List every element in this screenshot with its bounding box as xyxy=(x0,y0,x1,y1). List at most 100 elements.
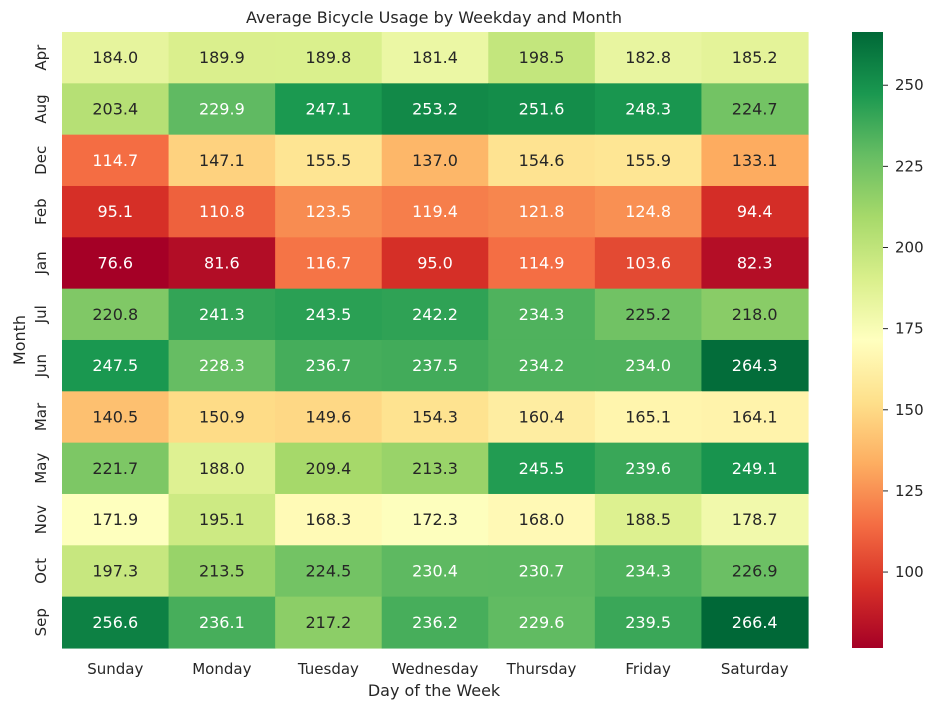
heatmap-cell xyxy=(62,596,170,649)
heatmap-cell xyxy=(381,134,489,187)
cell-value-label: 103.6 xyxy=(625,253,671,272)
cell-value-label: 203.4 xyxy=(92,100,138,119)
x-tick-label: Saturday xyxy=(721,660,789,678)
heatmap-cell xyxy=(168,493,276,546)
heatmap-cell xyxy=(62,545,170,598)
cell-value-label: 94.4 xyxy=(737,202,773,221)
heatmap-cell xyxy=(701,339,809,392)
y-axis-ticks: Apr Aug Dec Feb Jan Jul Jun Mar May Nov Oct Sep xyxy=(32,44,50,637)
y-axis-label: Month xyxy=(10,315,29,365)
cell-value-label: 160.4 xyxy=(519,407,565,426)
cell-value-label: 243.5 xyxy=(306,305,352,324)
heatmap-cell xyxy=(594,32,703,84)
heatmap-cell xyxy=(168,32,276,84)
cell-value-label: 221.7 xyxy=(92,459,138,478)
cell-value-label: 188.0 xyxy=(199,459,245,478)
cell-value-label: 230.4 xyxy=(412,561,458,580)
cell-value-label: 133.1 xyxy=(732,151,778,170)
heatmap-cell xyxy=(594,339,703,392)
cell-value-label: 234.3 xyxy=(519,305,565,324)
cell-value-label: 218.0 xyxy=(732,305,778,324)
colorbar-tick-label: 100 xyxy=(895,563,924,581)
cell-value-label: 253.2 xyxy=(412,100,458,119)
cell-value-label: 185.2 xyxy=(732,48,778,67)
heatmap-cell xyxy=(275,442,383,495)
heatmap-cell xyxy=(594,288,703,341)
cell-value-label: 249.1 xyxy=(732,459,778,478)
cell-value-label: 154.3 xyxy=(412,407,458,426)
heatmap-cell xyxy=(62,391,170,444)
cell-value-label: 234.0 xyxy=(625,356,671,375)
cell-value-label: 123.5 xyxy=(306,202,352,221)
cell-value-label: 154.6 xyxy=(519,151,565,170)
heatmap-cell xyxy=(381,596,489,649)
y-tick-label: Jan xyxy=(32,251,50,275)
heatmap-cell xyxy=(381,32,489,84)
y-tick-label: May xyxy=(32,453,50,484)
heatmap-cell xyxy=(594,134,703,187)
cell-value-label: 155.5 xyxy=(306,151,352,170)
heatmap-cell xyxy=(275,596,383,649)
heatmap-cell xyxy=(381,237,489,290)
y-tick-label: Dec xyxy=(32,146,50,175)
heatmap-cell xyxy=(168,442,276,495)
cell-value-label: 239.5 xyxy=(625,613,671,632)
heatmap-cell xyxy=(488,185,596,238)
heatmap-cell xyxy=(275,493,383,546)
y-tick-label: Apr xyxy=(32,44,50,71)
heatmap-cell xyxy=(62,32,170,84)
heatmap-cell xyxy=(381,545,489,598)
heatmap-cell xyxy=(701,442,809,495)
heatmap-cell xyxy=(701,83,809,136)
heatmap-cell xyxy=(488,237,596,290)
cell-value-label: 228.3 xyxy=(199,356,245,375)
heatmap-cell xyxy=(488,545,596,598)
y-tick-label: Jun xyxy=(32,354,50,378)
y-tick-label: Oct xyxy=(32,558,50,584)
heatmap-cell xyxy=(701,391,809,444)
heatmap-cell xyxy=(594,493,703,546)
heatmap-cell xyxy=(62,339,170,392)
heatmap-cell xyxy=(488,32,596,84)
cell-value-label: 95.0 xyxy=(417,253,453,272)
cell-value-label: 137.0 xyxy=(412,151,458,170)
cell-value-label: 76.6 xyxy=(97,253,133,272)
y-tick-label: Sep xyxy=(32,608,50,636)
cell-value-label: 147.1 xyxy=(199,151,245,170)
y-tick-label: Aug xyxy=(32,94,50,123)
cell-value-label: 236.2 xyxy=(412,613,458,632)
y-tick-label: Jul xyxy=(32,305,50,324)
cell-value-label: 234.3 xyxy=(625,561,671,580)
heatmap-cell xyxy=(62,237,170,290)
heatmap-cell xyxy=(275,288,383,341)
cell-value-label: 247.1 xyxy=(306,100,352,119)
cell-value-label: 116.7 xyxy=(306,253,352,272)
x-tick-label: Tuesday xyxy=(297,660,359,678)
heatmap-cell xyxy=(488,596,596,649)
cell-value-label: 82.3 xyxy=(737,253,773,272)
cell-value-label: 242.2 xyxy=(412,305,458,324)
colorbar xyxy=(852,32,883,648)
cell-value-label: 256.6 xyxy=(92,613,138,632)
heatmap-cell xyxy=(62,83,170,136)
heatmap-cell xyxy=(168,237,276,290)
x-axis-label: Day of the Week xyxy=(368,681,501,700)
x-axis-ticks: Sunday Monday Tuesday Wednesday Thursday Frid… xyxy=(87,660,788,678)
cell-value-label: 165.1 xyxy=(625,407,671,426)
heatmap-cell xyxy=(275,391,383,444)
cell-value-label: 251.6 xyxy=(519,100,565,119)
cell-value-label: 241.3 xyxy=(199,305,245,324)
heatmap-cell xyxy=(62,288,170,341)
heatmap-cell xyxy=(594,442,703,495)
heatmap-cell xyxy=(488,134,596,187)
cell-value-label: 189.8 xyxy=(306,48,352,67)
colorbar-tick-label: 250 xyxy=(895,76,924,94)
chart-title: Average Bicycle Usage by Weekday and Mon… xyxy=(246,8,622,27)
cell-value-label: 171.9 xyxy=(92,510,138,529)
cell-value-label: 247.5 xyxy=(92,356,138,375)
heatmap-cell xyxy=(381,391,489,444)
heatmap-cell xyxy=(275,545,383,598)
heatmap-cell xyxy=(168,185,276,238)
cell-value-label: 239.6 xyxy=(625,459,671,478)
